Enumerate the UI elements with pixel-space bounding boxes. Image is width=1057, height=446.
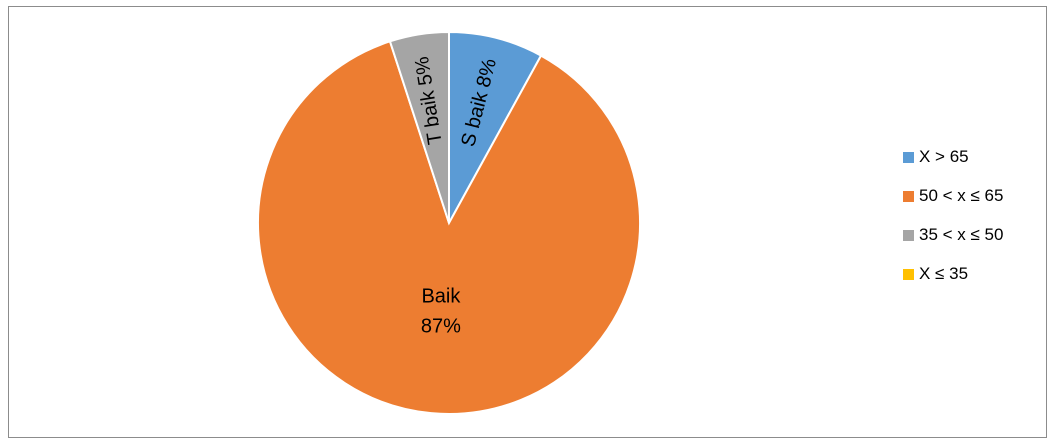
legend-label: 50 < x ≤ 65 (919, 186, 1004, 205)
legend: X > 65 50 < x ≤ 65 35 < x ≤ 50 X ≤ 35 (903, 147, 1053, 303)
legend-swatch (903, 229, 914, 241)
pie-slice-1 (448, 30, 543, 224)
pie-slice-3 (388, 30, 450, 224)
legend-item-1: X > 65 (903, 147, 1053, 167)
legend-label: X > 65 (919, 147, 969, 166)
pie-slice-2 (257, 40, 641, 415)
legend-label: X ≤ 35 (919, 264, 969, 283)
chart-area: S baik 8% Baik 87% T baik 5% X > 65 50 < x ≤… (8, 6, 1047, 438)
legend-swatch (903, 268, 914, 280)
legend-swatch (903, 190, 914, 202)
legend-label: 35 < x ≤ 50 (919, 225, 1004, 244)
slice-label-2: Baik 87% (421, 286, 461, 338)
legend-item-2: 50 < x ≤ 65 (903, 186, 1053, 206)
legend-item-4: X ≤ 35 (903, 264, 1053, 284)
legend-item-3: 35 < x ≤ 50 (903, 225, 1053, 245)
pie-chart: S baik 8%Baik 87%T baik 5% (257, 30, 641, 415)
legend-swatch (903, 151, 914, 163)
